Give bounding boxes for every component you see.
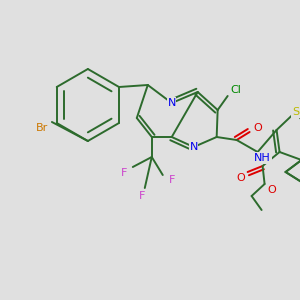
Text: NH: NH bbox=[254, 153, 271, 163]
Text: F: F bbox=[121, 168, 127, 178]
Text: O: O bbox=[253, 123, 262, 133]
Text: Br: Br bbox=[36, 123, 48, 133]
Text: O: O bbox=[267, 185, 276, 195]
Text: S: S bbox=[292, 107, 299, 117]
Text: F: F bbox=[139, 191, 145, 201]
Text: Cl: Cl bbox=[230, 85, 241, 95]
Text: F: F bbox=[169, 175, 175, 185]
Text: O: O bbox=[236, 173, 245, 183]
Text: N: N bbox=[190, 142, 198, 152]
Text: N: N bbox=[167, 98, 176, 108]
